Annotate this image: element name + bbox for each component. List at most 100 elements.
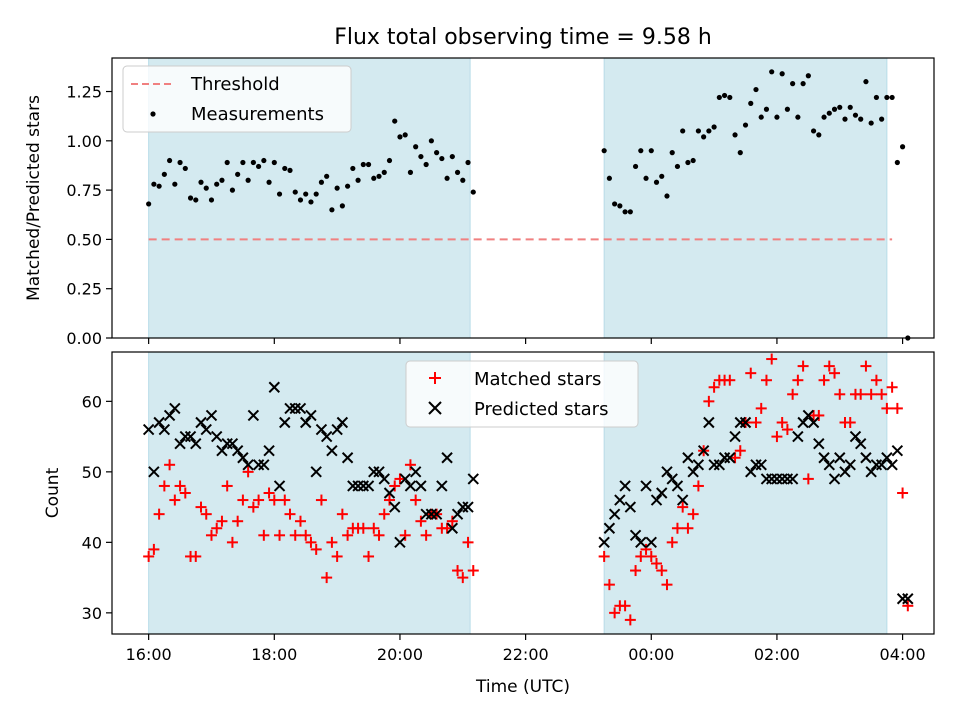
predicted-star-point [844,459,856,471]
measurement-point [701,134,707,140]
matched-star-point [457,572,469,584]
matched-star-point [195,501,207,513]
matched-star-point [321,572,333,584]
measurement-point [470,189,476,195]
measurement-points [146,69,911,341]
predicted-star-point [886,459,898,471]
measurement-point [219,177,225,183]
measurement-point [454,169,461,175]
matched-star-points [143,353,914,626]
predicted-star-point [896,593,909,605]
y-tick-label: 0.00 [66,329,102,348]
measurement-point [810,128,817,134]
matched-star-point [787,388,799,400]
predicted-star-point [457,501,469,513]
predicted-star-point [765,473,778,485]
predicted-star-point [619,480,631,492]
matched-star-point [624,614,636,626]
predicted-star-point [394,536,406,549]
measurement-point [235,171,241,177]
x-tick-label: 02:00 [754,645,800,664]
matched-star-point [441,522,453,534]
matched-star-point [598,550,610,562]
measurement-point [612,201,618,207]
predicted-star-point [352,480,364,492]
predicted-star-point [713,459,726,471]
predicted-star-point [608,508,621,520]
matched-star-point [420,529,432,541]
measurement-point [873,94,880,101]
measurement-point [423,161,429,168]
measurement-point [837,104,843,110]
legend-predicted-label: Predicted stars [474,399,608,420]
matched-star-point [881,402,893,414]
measurement-point [161,171,167,177]
predicted-star-point [802,409,815,422]
predicted-star-point [650,494,663,506]
measurement-point [208,197,215,203]
measurement-point [721,92,728,99]
bottom-axes-frame [111,351,935,635]
matched-star-point [902,600,914,612]
predicted-star-point [326,444,338,457]
predicted-star-point [315,423,328,436]
predicted-star-point [430,508,443,520]
measurement-point [146,201,152,207]
predicted-star-point [357,480,370,492]
predicted-star-point [629,529,642,542]
measurement-point [271,159,277,166]
predicted-star-point [425,508,438,520]
measurement-point [255,163,262,170]
matched-star-point [724,374,736,386]
measurement-point [439,155,445,162]
measurement-point [680,128,686,134]
ratio-panel: 0.00 0.25 0.50 0.75 1.00 1.25 Matched/Predict… [24,57,935,348]
matched-star-point [865,388,877,400]
predicted-star-point [347,480,359,492]
measurement-point [669,150,675,156]
predicted-star-point [153,416,165,429]
matched-star-point [818,374,830,386]
count-panel: 30 40 50 60 16:00 18:00 20:00 22:00 00:00 02:00 0… [43,351,935,697]
x-tick-label: 22:00 [503,645,549,664]
predicted-star-point [279,416,291,429]
predicted-star-point [237,452,249,464]
measurement-point [465,159,471,166]
measurement-point [313,191,319,197]
measurement-point [177,159,183,166]
measurement-point [214,181,220,187]
predicted-star-point [378,473,390,485]
measurement-point [711,124,717,130]
measurement-point [868,120,874,126]
matched-star-point [143,550,155,562]
matched-star-point [221,480,233,492]
measurement-point [444,175,450,181]
predicted-star-point [341,452,354,464]
matched-star-point [671,522,683,534]
measurement-point [863,79,869,85]
predicted-star-point [729,430,741,443]
measurement-point [800,81,806,87]
matched-star-point [410,494,422,506]
matched-star-point [399,529,411,541]
matched-star-point [383,494,395,506]
matched-star-point [179,487,191,499]
matched-star-point [603,579,615,591]
bottom-y-axis-label: Count [43,467,63,518]
predicted-star-point [786,473,799,485]
matched-star-point [452,565,464,577]
top-y-ticks: 0.00 0.25 0.50 0.75 1.00 1.25 [66,83,112,348]
predicted-star-point [645,536,657,549]
matched-star-point [263,487,275,499]
measurement-point [224,159,230,166]
legend-matched-label: Matched stars [474,369,601,390]
measurement-point [156,183,162,189]
matched-star-point [677,501,689,513]
measurement-point [381,169,387,175]
matched-star-point [651,558,663,569]
matched-star-point [834,388,846,400]
y-tick-label: 0.75 [66,181,102,200]
matched-star-point [635,550,647,562]
x-axis-label: Time (UTC) [475,677,570,697]
